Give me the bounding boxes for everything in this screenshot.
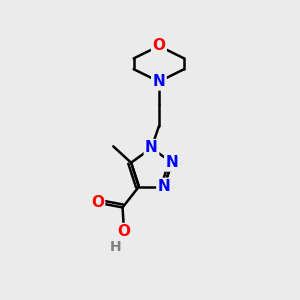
Text: N: N — [152, 74, 165, 89]
Text: O: O — [118, 224, 130, 239]
Text: N: N — [145, 140, 158, 155]
Text: O: O — [91, 196, 104, 211]
Text: N: N — [158, 179, 170, 194]
Text: H: H — [109, 240, 121, 254]
Text: N: N — [166, 155, 178, 170]
Text: O: O — [152, 38, 165, 53]
